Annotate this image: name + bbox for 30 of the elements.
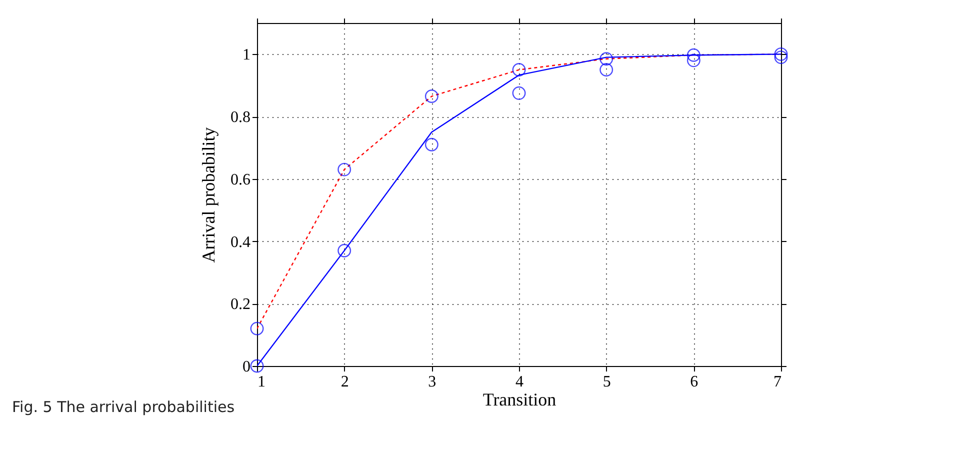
x-tick-label: 7 [774,374,782,390]
x-tick-label: 6 [690,374,698,390]
point [424,138,438,152]
x-tick-label: 1 [258,374,266,390]
point [774,47,788,61]
x-tick-label: 5 [602,374,611,390]
y-axis-title: Arrival probability [198,127,218,263]
point [338,244,352,258]
point [774,50,788,64]
y-tick-label: 0 [242,358,250,376]
x-tick-label: 2 [340,374,349,390]
y-tick-label: 1 [242,46,250,64]
point [686,48,700,62]
point [512,86,526,100]
x-axis-title: Transition [482,390,556,410]
point [512,63,526,76]
x-tick-label: 4 [516,374,524,390]
y-tick-label: 0.8 [230,109,250,126]
y-tick-label: 0.6 [230,171,250,188]
point [600,63,614,76]
caption: Fig. 5 The arrival probabilities [12,398,235,416]
y-tick-label: 0.2 [230,296,250,314]
x-tick-label: 3 [428,374,436,390]
point [250,322,264,336]
point [600,52,614,66]
point [424,90,438,103]
y-tick-label: 0.4 [230,234,250,251]
point [686,54,700,68]
point [250,359,264,373]
point [338,162,352,176]
